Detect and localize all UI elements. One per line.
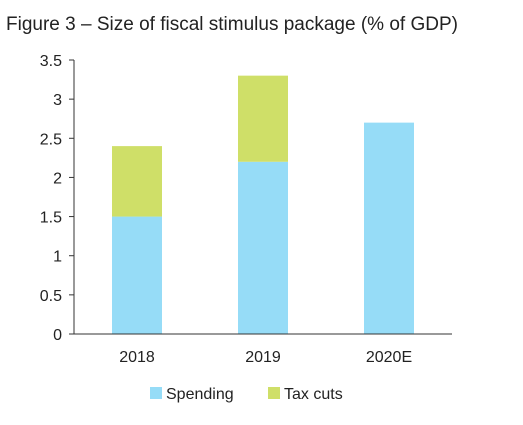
bar-tax-cuts-2019	[238, 75, 288, 162]
bar-tax-cuts-2018	[112, 146, 162, 217]
legend-label: Tax cuts	[284, 386, 343, 403]
legend-label: Spending	[166, 386, 234, 403]
x-tick-label: 2019	[245, 349, 281, 366]
x-tick-label: 2020E	[366, 349, 412, 366]
bar-spending-2019	[238, 161, 288, 334]
legend-swatch-spending	[150, 387, 162, 399]
chart-title: Figure 3 – Size of fiscal stimulus packa…	[6, 14, 458, 35]
y-tick-label: 3	[53, 92, 62, 109]
y-tick-label: 2	[53, 170, 62, 187]
x-axis: 2018 2019 2020E	[74, 333, 452, 366]
x-tick-label: 2018	[119, 349, 155, 366]
bar-spending-2020E	[364, 122, 414, 334]
bars	[112, 75, 414, 334]
y-tick-label: 0	[53, 327, 62, 344]
legend-swatch-tax-cuts	[268, 387, 280, 399]
y-tick-label: 3.5	[40, 53, 62, 70]
legend: Spending Tax cuts	[150, 386, 343, 403]
y-tick-label: 1.5	[40, 210, 62, 227]
y-axis: 0 0.5 1 1.5 2 2.5 3 3.5	[40, 53, 75, 344]
y-tick-label: 2.5	[40, 131, 62, 148]
bar-spending-2018	[112, 216, 162, 334]
y-tick-label: 0.5	[40, 288, 62, 305]
y-tick-label: 1	[53, 249, 62, 266]
